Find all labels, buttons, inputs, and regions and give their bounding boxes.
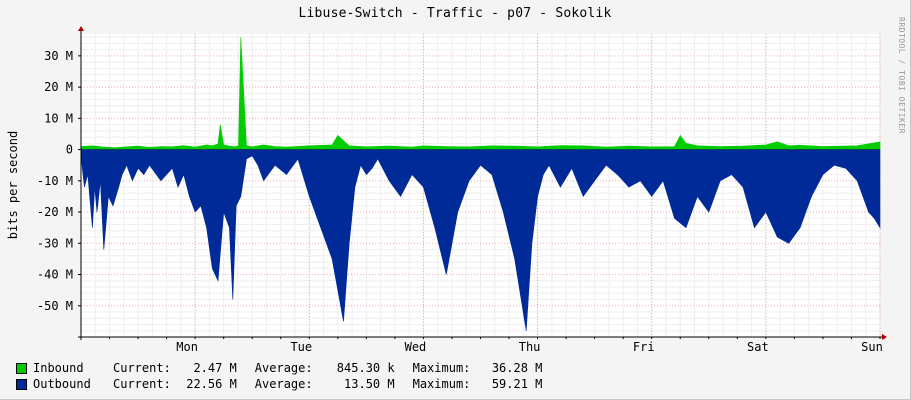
legend-current-value: 2.47 M [193, 361, 237, 375]
y-axis-arrow [78, 26, 84, 31]
legend-maximum-label: Maximum: [412, 361, 471, 375]
legend-average-value: 845.30 k [336, 361, 395, 375]
y-tick-label: 20 M [44, 80, 73, 94]
legend-maximum-value: 36.28 M [491, 361, 543, 375]
legend-maximum-value: 59.21 M [491, 377, 543, 391]
x-tick-label: Fri [633, 340, 655, 354]
legend-average-label: Average: [254, 377, 313, 391]
legend-current-label: Current: [113, 377, 171, 391]
legend-maximum-label: Maximum: [412, 377, 471, 391]
x-tick-label: Sat [747, 340, 769, 354]
series-area-outbound [80, 149, 881, 331]
legend-average-value: 13.50 M [344, 377, 395, 391]
legend-row-inbound: Inbound Current: 2.47 M Average: 845.30 … [16, 360, 542, 376]
legend-average-label: Average: [254, 361, 313, 375]
outbound-swatch [16, 378, 27, 390]
y-tick-label: 10 M [44, 111, 73, 125]
series-area-inbound [80, 37, 881, 150]
x-tick-label: Sun [861, 340, 883, 354]
y-tick-labels: 30 M 20 M 10 M 0 -10 M -20 M -30 M -40 M -50 M [37, 49, 81, 313]
y-tick-label: 0 [66, 143, 73, 157]
y-tick-label: -30 M [37, 236, 73, 250]
x-tick-label: Mon [176, 340, 198, 354]
legend-current-value: 22.56 M [186, 377, 237, 391]
x-tick-label: Thu [519, 340, 541, 354]
legend: Inbound Current: 2.47 M Average: 845.30 … [16, 360, 542, 392]
x-axis-arrow [882, 334, 887, 340]
legend-row-outbound: Outbound Current: 22.56 M Average: 13.50… [16, 376, 542, 392]
y-tick-label: -50 M [37, 299, 73, 313]
x-tick-label: Wed [405, 340, 427, 354]
series-layer [80, 37, 881, 331]
y-tick-label: -10 M [37, 174, 73, 188]
y-tick-label: -40 M [37, 268, 73, 282]
chart-title: Libuse-Switch - Traffic - p07 - Sokolik [298, 6, 612, 21]
y-tick-label: -20 M [37, 205, 73, 219]
y-tick-label: 30 M [44, 49, 73, 63]
traffic-chart: 30 M 20 M 10 M 0 -10 M -20 M -30 M -40 M -50 M M… [37, 26, 887, 354]
legend-name: Outbound [33, 377, 91, 391]
x-tick-labels: Mon Tue Wed Thu Fri Sat Sun [80, 337, 883, 354]
legend-name: Inbound [33, 361, 84, 375]
x-tick-label: Tue [290, 340, 312, 354]
legend-current-label: Current: [113, 361, 171, 375]
inbound-swatch [16, 362, 27, 374]
